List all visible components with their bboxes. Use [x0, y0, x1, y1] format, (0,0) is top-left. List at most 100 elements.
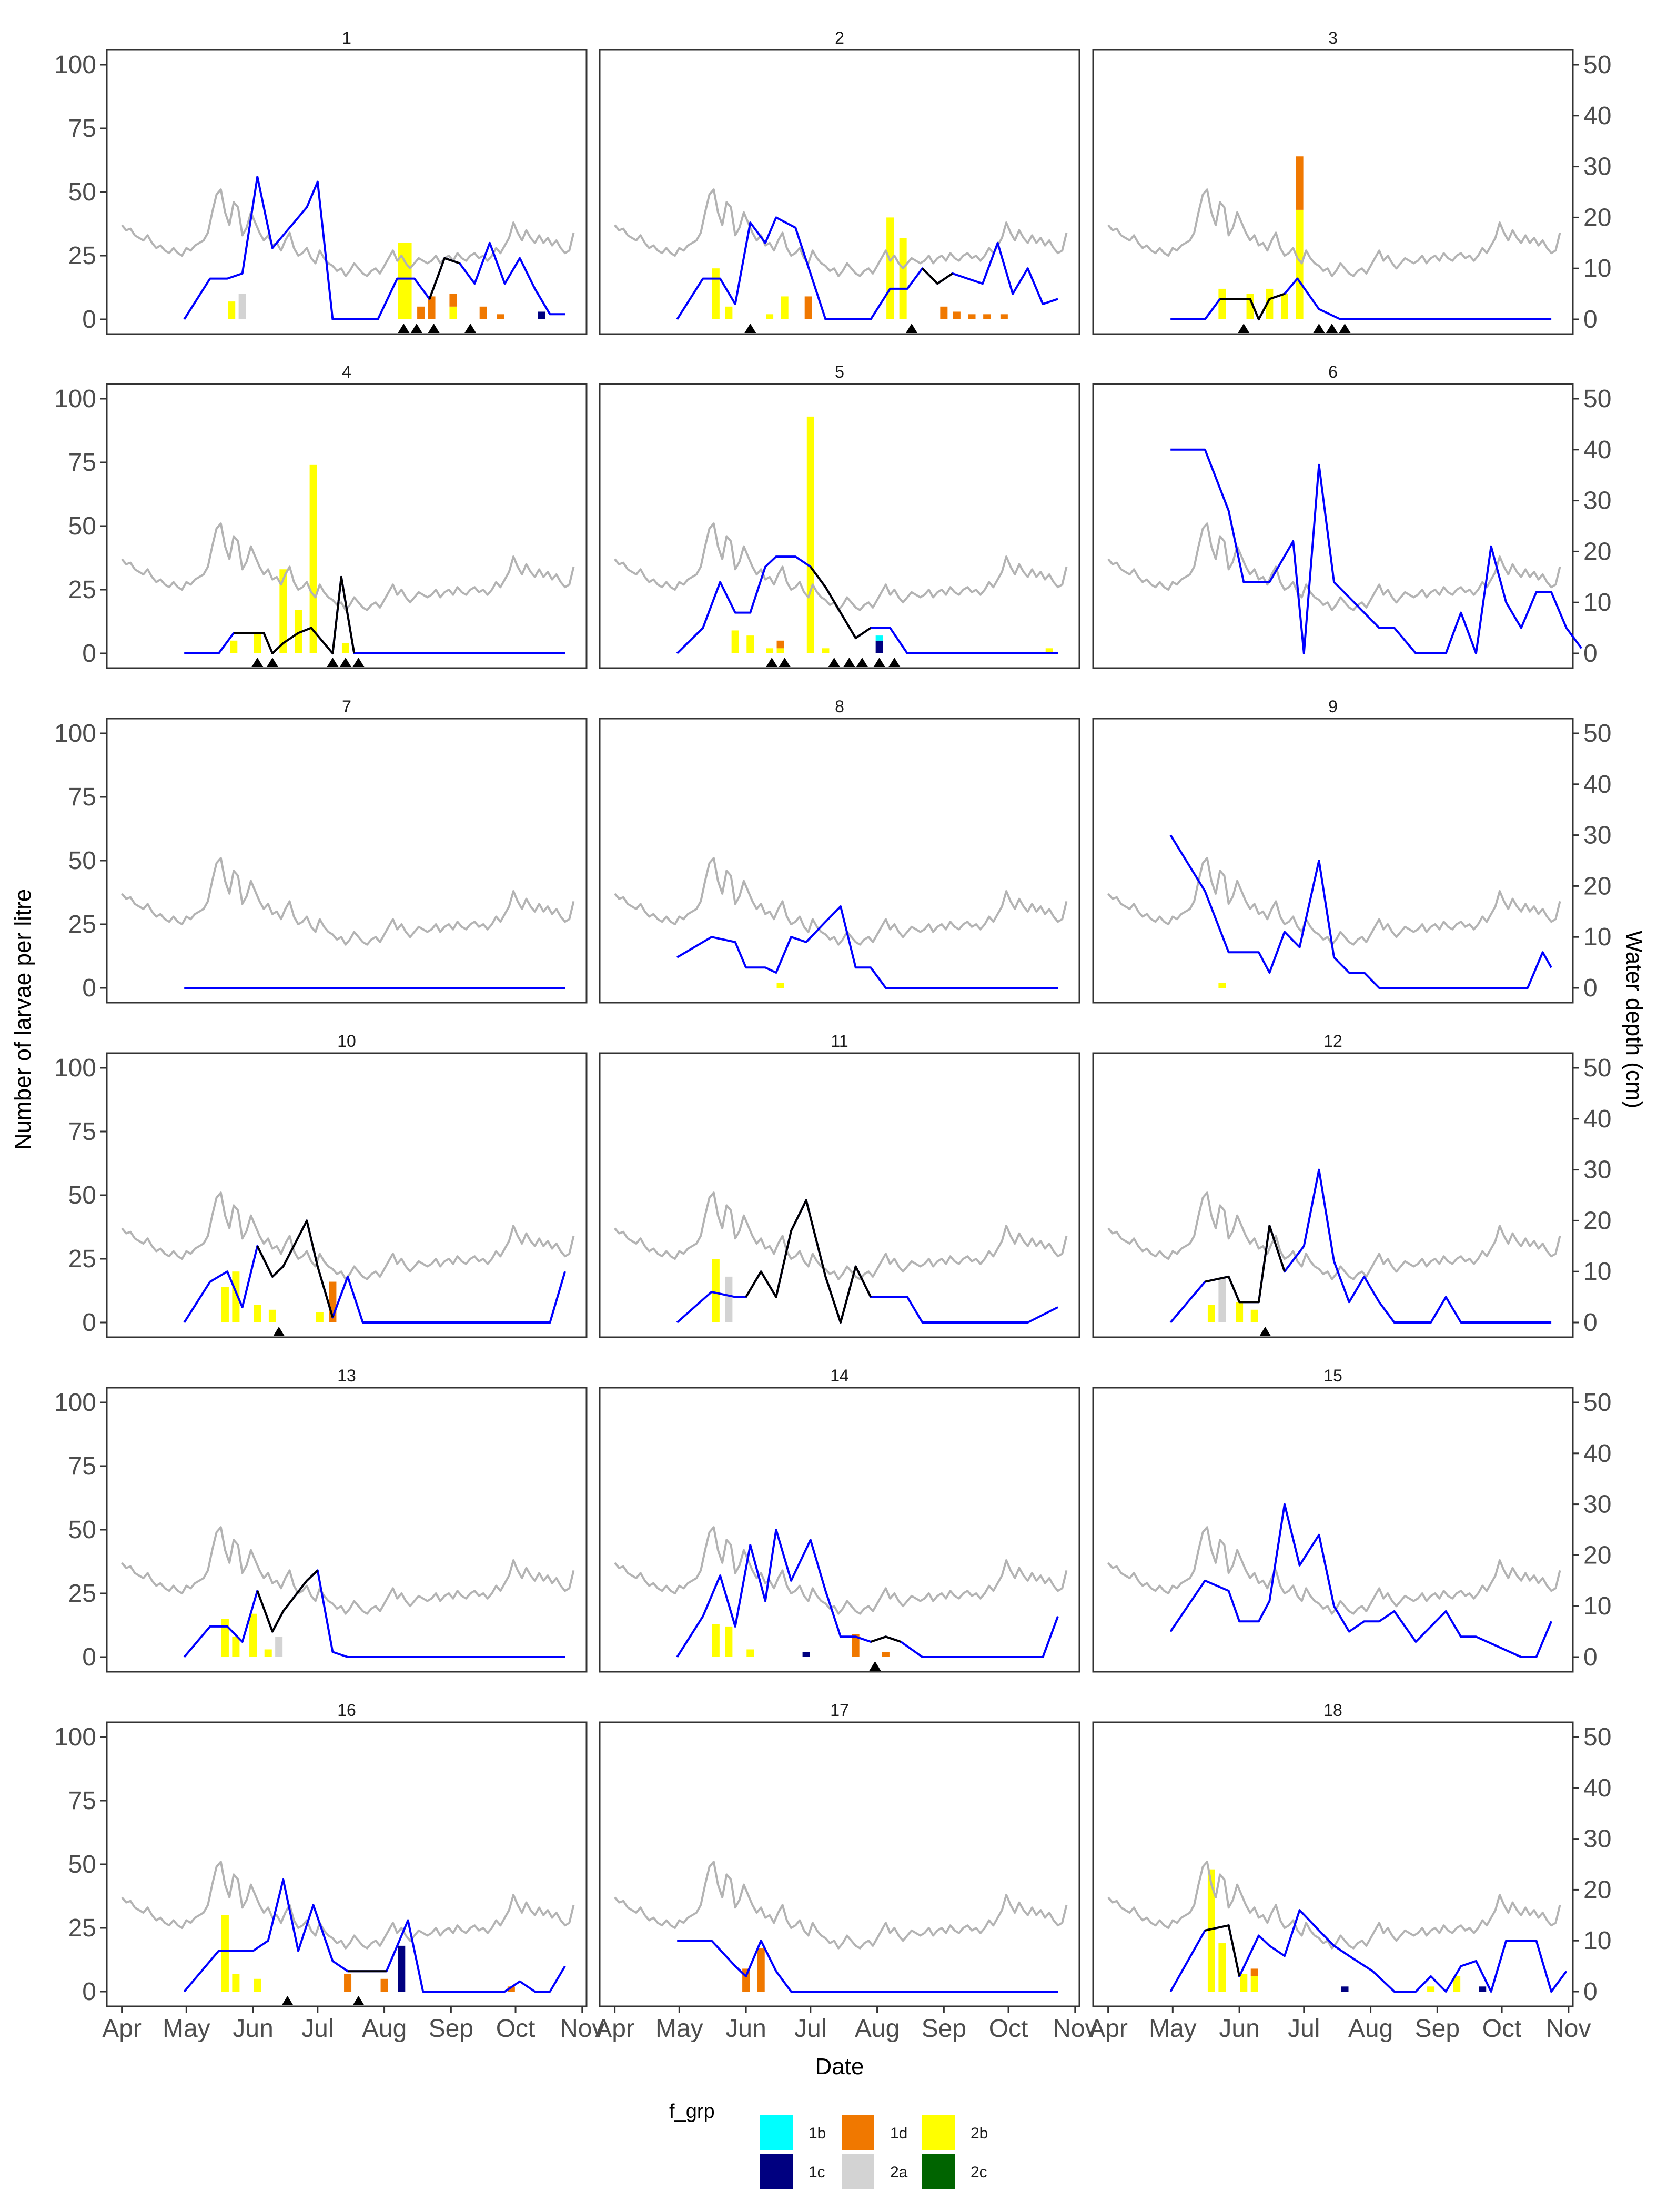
facet-strip-label: 3	[1328, 28, 1338, 47]
x-tick-label: Jun	[725, 2015, 766, 2043]
panel-border	[599, 718, 1080, 1004]
gray-series-line	[614, 1526, 1068, 1615]
bar-1d	[953, 311, 961, 319]
bar-2b	[230, 640, 238, 653]
x-tick-label: Jul	[794, 2015, 826, 2043]
water-depth-highlight	[256, 1219, 334, 1318]
y2-tick-label: 50	[1583, 385, 1611, 413]
bar-1d	[968, 314, 976, 319]
panel-border	[1092, 1387, 1574, 1673]
event-marker	[339, 658, 351, 667]
x-tick-label: Nov	[560, 2015, 604, 2043]
facet-panel-9: 9 0 10 20 30 40 50	[1092, 697, 1611, 1004]
bar-2b	[899, 238, 907, 319]
y-tick-label: 100	[54, 1389, 96, 1417]
water-depth-line	[676, 1529, 1059, 1658]
bar-2b	[309, 464, 317, 653]
gray-series-line	[614, 522, 1068, 611]
water-depth-line	[676, 905, 1058, 989]
y2-tick-label: 50	[1583, 1723, 1611, 1751]
bar-1c	[1479, 1986, 1487, 1992]
event-marker	[266, 658, 278, 667]
bar-2b	[232, 1637, 240, 1657]
panel-border	[106, 1721, 588, 2007]
y-tick-label: 50	[68, 178, 96, 206]
bar-2b	[254, 1305, 261, 1322]
bar-2b	[232, 1974, 240, 1992]
y2-tick-label: 50	[1583, 1389, 1611, 1417]
legend-label: 1c	[809, 2164, 825, 2181]
facet-panel-12: 12 0 10 20 30 40 50	[1092, 1032, 1611, 1338]
y2-tick-label: 20	[1583, 872, 1611, 900]
bar-2b	[268, 1309, 276, 1322]
x-tick-label: Jun	[233, 2015, 273, 2043]
y-tick-label: 50	[68, 1516, 96, 1544]
bar-2b	[766, 314, 774, 319]
y-tick-label: 0	[82, 640, 96, 668]
event-marker	[1259, 1327, 1271, 1336]
water-depth-highlight	[256, 1569, 319, 1633]
x-tick-label: Apr	[102, 2015, 142, 2043]
y-tick-label: 25	[68, 242, 96, 270]
bar-2b	[822, 648, 830, 653]
x-tick-label: Jul	[301, 2015, 334, 2043]
y-tick-label: 50	[68, 1181, 96, 1209]
y2-tick-label: 30	[1583, 1825, 1611, 1853]
panel-border	[1092, 383, 1574, 669]
y2-tick-label: 10	[1583, 1258, 1611, 1286]
y2-tick-label: 30	[1583, 487, 1611, 515]
facet-strip-label: 16	[337, 1701, 356, 1720]
facet-panel-2: 2	[599, 28, 1080, 335]
y2-tick-label: 0	[1583, 1978, 1598, 2006]
event-marker	[766, 658, 778, 667]
bar-1d	[497, 314, 504, 319]
bar-2a	[1218, 1276, 1226, 1322]
x-tick-label: Oct	[1482, 2015, 1522, 2043]
legend-swatch	[922, 2154, 955, 2189]
y-tick-label: 50	[68, 847, 96, 875]
y-tick-label: 100	[54, 1723, 96, 1751]
facet-panel-18: 18 0 10 20 30 40 50 Apr May Jun Jul Aug Sep Oct Nov	[1088, 1701, 1611, 2043]
bar-1d	[1296, 156, 1304, 210]
bar-2b	[398, 243, 406, 319]
bar-1c	[875, 640, 883, 653]
legend-label: 1d	[890, 2125, 907, 2142]
x-tick-label: Jun	[1219, 2015, 1259, 2043]
y-tick-label: 25	[68, 576, 96, 604]
facet-strip-label: 11	[831, 1032, 848, 1051]
y2-tick-label: 40	[1583, 771, 1611, 799]
y-tick-label: 100	[54, 720, 96, 748]
x-tick-label: May	[655, 2015, 703, 2043]
facet-strip-label: 1	[342, 28, 351, 47]
event-marker	[779, 658, 791, 667]
bar-1d	[940, 306, 948, 319]
x-tick-label: May	[163, 2015, 210, 2043]
y2-tick-label: 10	[1583, 255, 1611, 282]
bar-2b	[1207, 1869, 1215, 1992]
bar-2b	[712, 1624, 720, 1657]
legend-swatch	[760, 2154, 793, 2189]
facet-strip-label: 10	[337, 1032, 356, 1051]
x-tick-label: Sep	[429, 2015, 473, 2043]
panel-border	[599, 1721, 1080, 2007]
facet-strip-label: 14	[830, 1366, 849, 1385]
legend-swatch	[922, 2115, 955, 2150]
bar-2b	[341, 643, 349, 653]
gray-series-line	[1107, 522, 1561, 611]
bar-2b	[264, 1649, 272, 1657]
y2-tick-label: 10	[1583, 923, 1611, 951]
legend-item-1b: 1b	[760, 2115, 826, 2150]
y2-tick-label: 50	[1583, 51, 1611, 79]
y-tick-label: 0	[82, 1643, 96, 1671]
panel-border	[599, 1387, 1080, 1673]
event-marker	[1326, 324, 1338, 333]
y2-tick-label: 40	[1583, 1440, 1611, 1468]
y2-tick-label: 0	[1583, 974, 1598, 1002]
panel-border	[106, 718, 588, 1004]
bar-2b	[316, 1312, 324, 1322]
bar-1d	[417, 306, 425, 319]
facet-strip-label: 17	[830, 1701, 849, 1720]
legend-label: 2c	[971, 2164, 987, 2181]
